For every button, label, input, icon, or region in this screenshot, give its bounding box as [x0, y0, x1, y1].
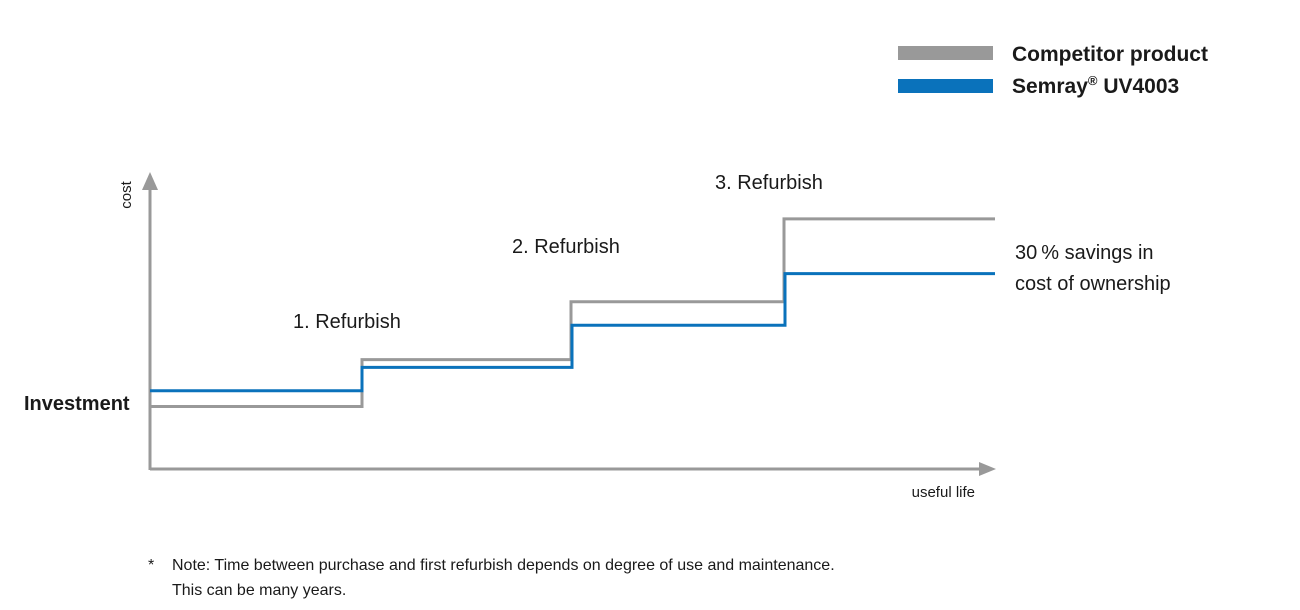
- registered-mark: ®: [1088, 73, 1098, 88]
- y-axis-arrow-icon: [142, 172, 158, 190]
- step-label-3: 3. Refurbish: [715, 172, 823, 194]
- legend-swatch-competitor: [898, 46, 993, 60]
- step-label-1: 1. Refurbish: [293, 311, 401, 333]
- series-line-semray: [150, 272, 995, 393]
- footnote-line-2: This can be many years.: [172, 582, 347, 599]
- semray-brand: Semray: [1012, 75, 1088, 98]
- semray-model: UV4003: [1097, 75, 1179, 98]
- savings-annotation-line-1: 30 % savings in: [1015, 242, 1154, 264]
- x-axis-label: useful life: [912, 484, 975, 501]
- legend-label-semray: Semray® UV4003: [1012, 73, 1179, 98]
- step-label-2: 2. Refurbish: [512, 236, 620, 258]
- footnote-line-1: * Note: Time between purchase and first r…: [148, 553, 835, 578]
- y-axis-label: cost: [118, 180, 135, 208]
- legend-label-competitor: Competitor product: [1012, 43, 1208, 66]
- axes: cost useful life: [118, 172, 996, 501]
- footnote-marker: *: [148, 557, 155, 574]
- x-axis-arrow-icon: [979, 462, 996, 476]
- footnote-text-1: Note: Time between purchase and first re…: [172, 557, 835, 574]
- savings-annotation-line-2: cost of ownership: [1015, 273, 1171, 295]
- legend-swatch-semray: [898, 79, 993, 93]
- legend: Competitor product Semray® UV4003: [898, 43, 1208, 98]
- investment-label: Investment: [24, 393, 130, 415]
- footnote: * Note: Time between purchase and first r…: [148, 553, 835, 603]
